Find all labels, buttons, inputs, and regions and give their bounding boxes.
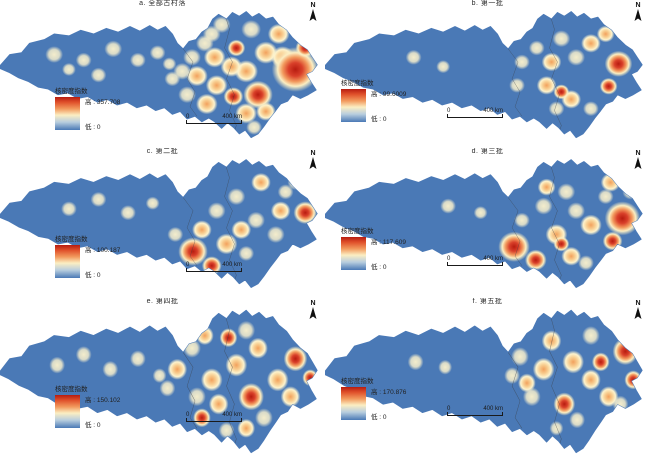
north-arrow-icon: [634, 307, 642, 319]
panel-b: b. 第一批 N 核密度指数 高 : 99.6009 低 : 0: [325, 0, 650, 148]
north-arrow: N: [633, 2, 643, 27]
legend: 核密度指数 高 : 170.876 低 : 0: [341, 378, 406, 424]
legend-low-value: 低 : 0: [371, 414, 387, 421]
legend-gradient-swatch: [341, 237, 366, 270]
scale-end: 400 km: [483, 108, 503, 114]
scale-bar: 0 400 km: [447, 108, 503, 118]
scale-line: [186, 418, 242, 422]
panel-title: d. 第三批: [471, 148, 504, 155]
north-arrow-icon: [634, 157, 642, 169]
north-label: N: [635, 300, 641, 307]
north-arrow-icon: [309, 307, 317, 319]
panel-title: a. 全部古村落: [139, 0, 186, 7]
legend-low-value: 低 : 0: [85, 124, 101, 131]
legend-low-value: 低 : 0: [371, 116, 387, 123]
scale-end: 400 km: [222, 262, 242, 268]
map-canvas-b: [325, 6, 650, 146]
scale-start: 0: [186, 114, 190, 120]
panel-d: d. 第三批 N 核密度指数 高 : 117.609 低 : 0: [325, 148, 650, 298]
legend-low-value: 低 : 0: [85, 422, 101, 429]
scale-end: 400 km: [222, 412, 242, 418]
scale-end: 400 km: [222, 114, 242, 120]
scale-start: 0: [447, 256, 451, 262]
north-arrow: N: [308, 2, 318, 27]
legend-title: 核密度指数: [341, 228, 374, 235]
scale-line: [447, 412, 503, 416]
legend-title: 核密度指数: [341, 378, 374, 385]
legend: 核密度指数 高 : 100.187 低 : 0: [55, 236, 120, 282]
panel-f: f. 第五批 N 核密度指数 高 : 170.876 低 : 0: [325, 298, 650, 464]
scale-start: 0: [447, 406, 451, 412]
scale-line: [447, 114, 503, 118]
north-arrow: N: [308, 300, 318, 325]
scale-start: 0: [186, 412, 190, 418]
map-canvas-d: [325, 154, 650, 296]
north-label: N: [310, 150, 316, 157]
legend-gradient-swatch: [55, 395, 80, 428]
scale-start: 0: [186, 262, 190, 268]
scale-end: 400 km: [483, 256, 503, 262]
scale-line: [447, 262, 503, 266]
map-canvas-a: [0, 6, 325, 146]
legend-title: 核密度指数: [55, 88, 88, 95]
legend: 核密度指数 高 : 357.708 低 : 0: [55, 88, 120, 134]
legend-gradient-swatch: [341, 89, 366, 122]
legend-low-value: 低 : 0: [85, 272, 101, 279]
map-canvas-f: [325, 304, 650, 462]
legend-gradient-swatch: [55, 97, 80, 130]
panel-a: a. 全部古村落 N 核密度指数 高 : 357.708 低 : 0: [0, 0, 325, 148]
scale-line: [186, 268, 242, 272]
panel-title: c. 第二批: [146, 148, 179, 155]
scale-bar: 0 400 km: [186, 114, 242, 124]
north-label: N: [310, 300, 316, 307]
scale-start: 0: [447, 108, 451, 114]
legend: 核密度指数 高 : 117.609 低 : 0: [341, 228, 406, 274]
panel-e: e. 第四批 N 核密度指数 高 : 150.102 低 : 0: [0, 298, 325, 464]
legend: 核密度指数 高 : 99.6009 低 : 0: [341, 80, 406, 126]
legend-title: 核密度指数: [55, 236, 88, 243]
legend-high-value: 高 : 170.876: [371, 389, 407, 396]
panel-c: c. 第二批 N 核密度指数 高 : 100.187 低 : 0: [0, 148, 325, 298]
north-arrow: N: [633, 300, 643, 325]
scale-bar: 0 400 km: [186, 412, 242, 422]
north-arrow-icon: [309, 9, 317, 21]
legend-high-value: 高 : 99.6009: [371, 91, 407, 98]
panel-title: f. 第五批: [472, 298, 503, 305]
scale-line: [186, 120, 242, 124]
legend: 核密度指数 高 : 150.102 低 : 0: [55, 386, 120, 432]
legend-high-value: 高 : 150.102: [85, 397, 121, 404]
legend-gradient-swatch: [55, 245, 80, 278]
legend-high-value: 高 : 117.609: [371, 239, 406, 246]
legend-gradient-swatch: [341, 387, 366, 420]
legend-low-value: 低 : 0: [371, 264, 387, 271]
north-label: N: [310, 2, 316, 9]
north-arrow-icon: [309, 157, 317, 169]
scale-bar: 0 400 km: [447, 406, 503, 416]
north-label: N: [635, 2, 641, 9]
legend-title: 核密度指数: [341, 80, 374, 87]
scale-bar: 0 400 km: [186, 262, 242, 272]
north-arrow: N: [633, 150, 643, 175]
legend-title: 核密度指数: [55, 386, 88, 393]
north-arrow-icon: [634, 9, 642, 21]
scale-bar: 0 400 km: [447, 256, 503, 266]
panel-title: b. 第一批: [471, 0, 504, 7]
north-arrow: N: [308, 150, 318, 175]
map-canvas-c: [0, 154, 325, 296]
scale-end: 400 km: [483, 406, 503, 412]
legend-high-value: 高 : 100.187: [85, 247, 121, 254]
north-label: N: [635, 150, 641, 157]
map-canvas-e: [0, 304, 325, 462]
legend-high-value: 高 : 357.708: [85, 99, 121, 106]
panel-title: e. 第四批: [146, 298, 179, 305]
